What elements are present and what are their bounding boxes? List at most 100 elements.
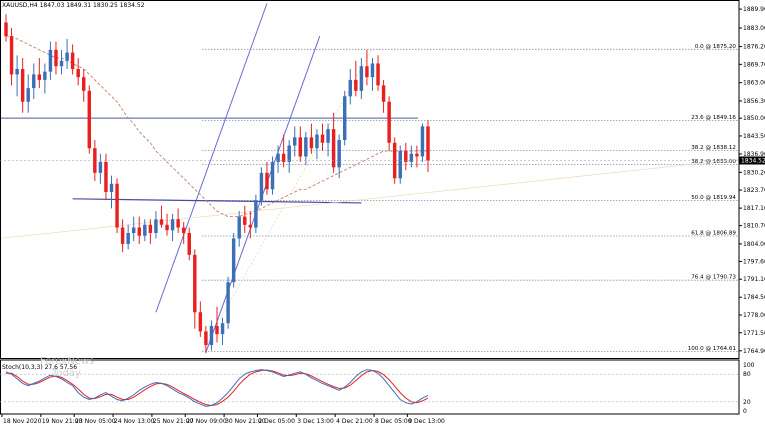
candle-body <box>109 183 114 192</box>
candle-body <box>154 219 158 233</box>
bullish-candle <box>154 211 158 239</box>
bearish-candle <box>82 68 86 102</box>
candle-body <box>398 150 402 179</box>
candle-body <box>143 224 147 236</box>
bullish-candle <box>359 58 364 100</box>
bullish-candle <box>15 55 19 97</box>
bullish-candle <box>304 131 308 165</box>
fib-level-label: 100.0 @ 1764.61 <box>688 346 737 352</box>
bullish-candle <box>270 156 275 195</box>
candle-body <box>265 172 269 190</box>
price-tick-label: 1869.70 <box>743 61 765 68</box>
fib-level-label: 0.0 @ 1875.20 <box>695 44 737 50</box>
candle-body <box>198 312 203 332</box>
candle-body <box>287 145 291 162</box>
fib-level-label: 50.0 @ 1819.94 <box>691 195 736 201</box>
candle-body <box>220 323 225 335</box>
price-tick-label: 1889.90 <box>743 6 765 13</box>
candle-body <box>43 71 47 80</box>
bearish-candle <box>181 222 186 244</box>
stochastic-scale-label: 0 <box>743 408 747 415</box>
candle-body <box>331 129 336 168</box>
candle-body <box>315 134 319 149</box>
candle-body <box>87 90 92 149</box>
bearish-candle <box>248 211 253 239</box>
candle-body <box>348 79 352 97</box>
bullish-candle <box>259 167 264 206</box>
fib-level-label: 61.8 @ 1806.89 <box>691 231 736 237</box>
candle-body <box>404 150 408 162</box>
fib-level-label: 76.4 @ 1790.73 <box>691 275 736 281</box>
time-tick-label: 8 Dec 05:00 <box>375 418 412 425</box>
bearish-candle <box>204 325 208 354</box>
bearish-candle <box>215 306 219 343</box>
bullish-candle <box>398 145 402 184</box>
candle-body <box>354 79 358 91</box>
price-tick-label: 1850.00 <box>743 115 765 122</box>
candle-body <box>276 153 280 162</box>
long-term-trend-line <box>0 158 740 239</box>
candle-body <box>226 282 230 324</box>
candle-body <box>131 227 136 233</box>
bullish-candle <box>337 134 341 179</box>
candle-body <box>187 232 191 255</box>
candle-body <box>32 74 36 89</box>
bearish-candle <box>365 49 369 86</box>
candle-body <box>48 49 53 72</box>
support-trend-line <box>72 198 362 204</box>
current-price-label-bg <box>739 156 765 165</box>
bearish-candle <box>120 219 125 253</box>
price-pane-frame <box>0 0 740 359</box>
candle-body <box>120 227 125 244</box>
price-tick-label: 1817.10 <box>743 205 765 212</box>
candle-body <box>270 161 275 190</box>
bearish-candle <box>387 96 391 151</box>
candle-body <box>370 63 375 78</box>
candle-body <box>137 227 141 236</box>
candle-body <box>215 325 219 335</box>
bullish-candle <box>370 58 375 91</box>
price-tick-label: 1883.00 <box>743 25 765 32</box>
bearish-candle <box>404 142 408 171</box>
candle-body <box>420 126 425 157</box>
candle-body <box>387 101 391 143</box>
bearish-candle <box>376 55 380 91</box>
time-tick-label: 23 Nov 05:00 <box>75 418 116 425</box>
candle-body <box>231 238 236 283</box>
bearish-candle <box>76 58 80 86</box>
candle-body <box>115 183 119 228</box>
candle-body <box>376 63 380 86</box>
bullish-candle <box>65 38 69 69</box>
price-tick-label: 1778.00 <box>743 312 765 319</box>
candle-body <box>59 60 64 67</box>
bullish-candle <box>126 224 130 250</box>
price-tick-label: 1804.00 <box>743 241 765 248</box>
channel-upper-line <box>155 3 268 313</box>
time-tick-label: 4 Dec 21:00 <box>336 418 373 425</box>
candle-body <box>415 153 419 157</box>
bearish-candle <box>176 208 180 233</box>
price-tick-label: 1791.10 <box>743 276 765 283</box>
bullish-candle <box>342 90 347 146</box>
bullish-candle <box>420 123 425 162</box>
bullish-candle <box>326 123 330 157</box>
stochastic-label: Stoch(10,3,3) 27.6 57.56 <box>2 364 77 371</box>
bullish-candle <box>26 74 30 113</box>
price-tick-label: 1764.90 <box>743 348 765 355</box>
trend-channel[interactable] <box>0 3 740 353</box>
candle-body <box>15 68 19 75</box>
bearish-candle <box>87 85 92 154</box>
bullish-candle <box>59 49 64 75</box>
fibonacci-levels[interactable]: 0.0 @ 1875.20 23.6 @ 1849.16 38.2 @ 1838.1… <box>0 44 739 352</box>
price-tick-label: 1771.50 <box>743 330 765 337</box>
moving-average <box>6 35 428 218</box>
candle-body <box>65 52 69 61</box>
bullish-candle <box>293 126 297 157</box>
bearish-candle <box>93 140 97 182</box>
time-tick-label: 18 Nov 2020 <box>3 418 42 425</box>
price-tick-label: 1863.00 <box>743 80 765 87</box>
candle-body <box>309 137 314 149</box>
bullish-candle <box>220 317 225 346</box>
candle-body <box>20 68 25 102</box>
